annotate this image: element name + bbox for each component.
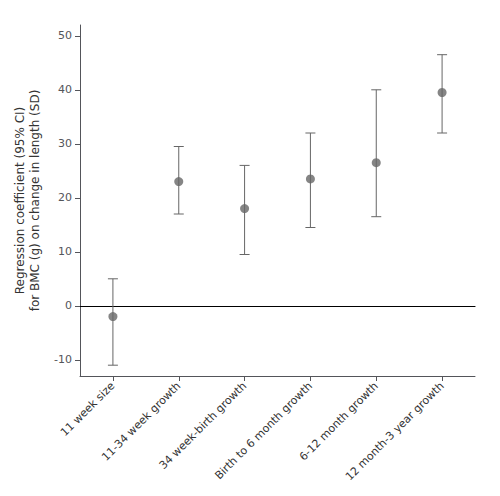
svg-text:40: 40 bbox=[58, 83, 72, 96]
svg-text:Birth to 6 month growth: Birth to 6 month growth bbox=[212, 379, 315, 482]
svg-text:30: 30 bbox=[58, 137, 72, 150]
svg-text:34 week-birth growth: 34 week-birth growth bbox=[156, 379, 250, 472]
svg-text:6-12 month growth: 6-12 month growth bbox=[296, 379, 381, 464]
svg-text:11 week size: 11 week size bbox=[58, 379, 118, 439]
svg-text:20: 20 bbox=[58, 191, 72, 204]
svg-text:12 month-3 year growth: 12 month-3 year growth bbox=[343, 379, 447, 483]
svg-text:50: 50 bbox=[58, 29, 72, 42]
svg-text:Regression coefficient (95% CI: Regression coefficient (95% CI) bbox=[13, 107, 27, 295]
svg-text:for BMC (g) on change in lengt: for BMC (g) on change in length (SD) bbox=[28, 90, 42, 312]
svg-text:11-34 week growth: 11-34 week growth bbox=[99, 379, 184, 464]
svg-text:-10: -10 bbox=[54, 353, 72, 366]
svg-text:10: 10 bbox=[58, 245, 72, 258]
svg-text:0: 0 bbox=[65, 299, 72, 312]
